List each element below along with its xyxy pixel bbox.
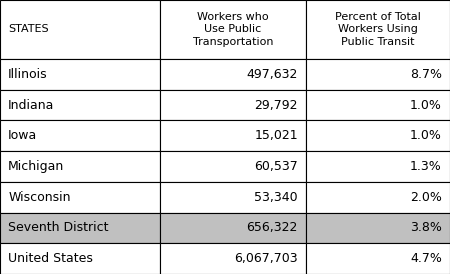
Bar [306, 182, 450, 213]
Text: 497,632: 497,632 [247, 68, 298, 81]
Bar [160, 182, 306, 213]
Bar [306, 59, 450, 90]
Text: 1.0%: 1.0% [410, 129, 442, 142]
Bar [0, 243, 160, 274]
Bar [160, 213, 306, 243]
Bar [0, 151, 160, 182]
Bar [306, 120, 450, 151]
Text: Wisconsin: Wisconsin [8, 191, 71, 204]
Text: United States: United States [8, 252, 93, 265]
Text: 6,067,703: 6,067,703 [234, 252, 298, 265]
Bar [0, 59, 160, 90]
Text: 53,340: 53,340 [254, 191, 298, 204]
Bar [306, 90, 450, 120]
Bar [0, 120, 160, 151]
Text: STATES: STATES [8, 24, 49, 35]
Text: Illinois: Illinois [8, 68, 48, 81]
Text: 1.3%: 1.3% [410, 160, 442, 173]
Text: 60,537: 60,537 [254, 160, 298, 173]
Text: Indiana: Indiana [8, 98, 54, 112]
Bar [306, 0, 450, 59]
Bar [306, 151, 450, 182]
Bar [160, 59, 306, 90]
Bar [0, 213, 160, 243]
Bar [160, 243, 306, 274]
Bar [160, 90, 306, 120]
Text: 3.8%: 3.8% [410, 221, 442, 235]
Text: 4.7%: 4.7% [410, 252, 442, 265]
Text: 15,021: 15,021 [254, 129, 298, 142]
Text: 2.0%: 2.0% [410, 191, 442, 204]
Bar [160, 120, 306, 151]
Bar [0, 0, 160, 59]
Text: Michigan: Michigan [8, 160, 64, 173]
Bar [0, 182, 160, 213]
Text: Seventh District: Seventh District [8, 221, 108, 235]
Bar [160, 151, 306, 182]
Text: Percent of Total
Workers Using
Public Transit: Percent of Total Workers Using Public Tr… [335, 12, 421, 47]
Text: Iowa: Iowa [8, 129, 37, 142]
Bar [306, 243, 450, 274]
Text: 29,792: 29,792 [254, 98, 298, 112]
Bar [160, 0, 306, 59]
Text: 656,322: 656,322 [247, 221, 298, 235]
Bar [306, 213, 450, 243]
Text: 1.0%: 1.0% [410, 98, 442, 112]
Text: Workers who
Use Public
Transportation: Workers who Use Public Transportation [193, 12, 273, 47]
Text: 8.7%: 8.7% [410, 68, 442, 81]
Bar [0, 90, 160, 120]
